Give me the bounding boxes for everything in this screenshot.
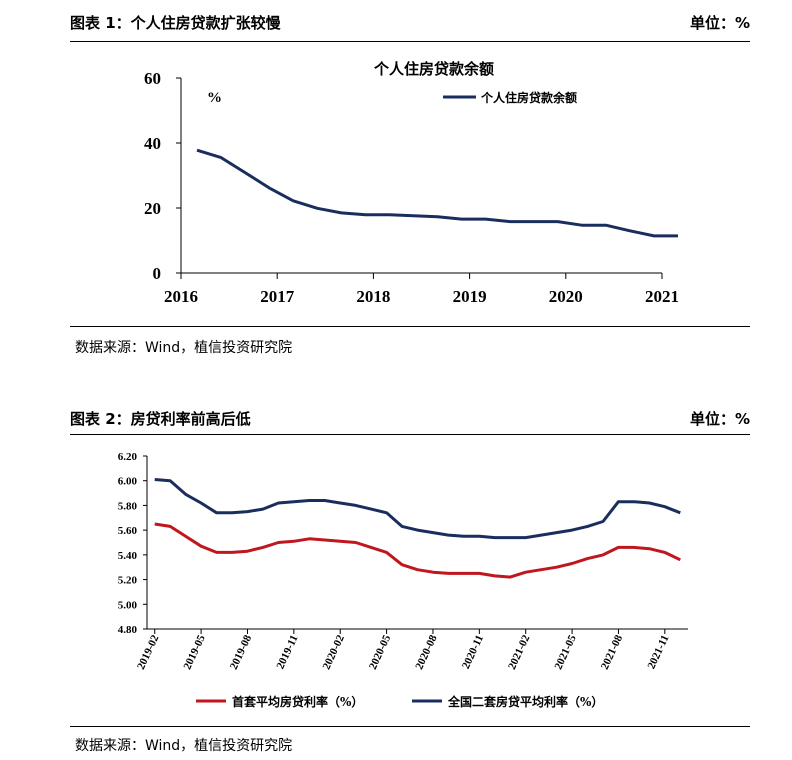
y-tick-label: 5.40 [118, 550, 138, 562]
x-tick-label: 2021 [645, 287, 679, 306]
y-tick-label: 5.20 [118, 575, 138, 587]
legend-label: 个人住房贷款余额 [480, 90, 577, 105]
x-tick-label: 2019-08 [228, 633, 255, 672]
x-tick-label: 2020-11 [460, 633, 486, 671]
x-tick-label: 2021-05 [552, 633, 579, 672]
chart1: 0 20 40 60 2016 2017 2018 2019 2020 2021 个人住房贷款余额%… [144, 60, 679, 306]
chart2: 4.80 5.00 5.20 5.40 5.60 5.80 6.00 6.20 2019-02 2… [118, 451, 688, 709]
figure2-header: 图表 2：房贷利率前高后低 单位：% [70, 408, 750, 430]
y-tick-label: 5.60 [118, 525, 138, 537]
y-axis-unit-label: % [207, 90, 222, 106]
y-tick-label: 20 [144, 199, 161, 218]
legend-label-first-home: 首套平均房贷利率（%） [232, 694, 363, 709]
x-tick-label: 2019 [453, 287, 487, 306]
x-tick-label: 2019-05 [181, 633, 208, 672]
figure2-unit: 单位：% [689, 410, 750, 428]
y-tick-label: 6.20 [118, 451, 138, 463]
x-tick-label: 2020-02 [321, 633, 348, 672]
y-tick-label: 40 [144, 134, 161, 153]
figure2-source: 数据来源：Wind，植信投资研究院 [75, 738, 293, 754]
figure1-title: 图表 1：个人住房贷款扩张较慢 [70, 14, 281, 32]
legend-label-second-home: 全国二套房贷平均利率（%） [447, 694, 603, 709]
x-tick-label: 2019-11 [274, 633, 300, 671]
x-tick-label: 2020-05 [367, 633, 394, 672]
figure1-top-rule [70, 41, 750, 42]
y-tick-label: 60 [144, 69, 161, 88]
y-tick-label: 4.80 [118, 624, 138, 636]
x-tick-label: 2021-02 [506, 633, 533, 672]
series-line-first-home-rate [154, 522, 681, 579]
figure1-unit: 单位：% [689, 14, 750, 32]
x-tick-label: 2016 [164, 287, 198, 306]
x-tick-label: 2018 [356, 287, 390, 306]
series-line-second-home-rate [154, 478, 681, 540]
y-tick-label: 6.00 [118, 476, 138, 488]
y-tick-label: 5.00 [118, 599, 138, 611]
figure1-header: 图表 1：个人住房贷款扩张较慢 单位：% [70, 12, 750, 34]
x-tick-label: 2020 [549, 287, 583, 306]
x-tick-label: 2019-02 [135, 633, 162, 672]
chart-title: 个人住房贷款余额 [373, 60, 494, 78]
figure2-top-rule [70, 434, 750, 435]
figure2-title: 图表 2：房贷利率前高后低 [70, 410, 251, 428]
figure1-bottom-rule [70, 326, 750, 327]
y-tick-label: 5.80 [118, 500, 138, 512]
x-tick-label: 2021-08 [599, 633, 626, 672]
figure1-source: 数据来源：Wind，植信投资研究院 [75, 340, 293, 356]
figure2-bottom-rule [70, 726, 750, 727]
x-tick-label: 2020-08 [413, 633, 440, 672]
series-line-individual-housing-loans [196, 148, 678, 238]
x-tick-label: 2021-11 [645, 633, 671, 671]
x-tick-label: 2017 [260, 287, 295, 306]
y-tick-label: 0 [153, 264, 162, 283]
